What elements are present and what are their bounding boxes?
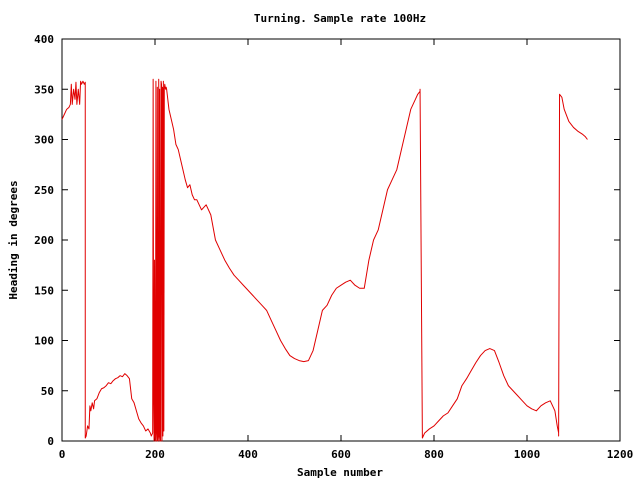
y-tick-label: 250 (34, 184, 54, 197)
plot-frame (61, 38, 621, 442)
y-tick-label: 0 (47, 435, 54, 448)
y-tick-label: 100 (34, 335, 54, 348)
x-axis: 0 200 400 600 800 1000 1200 (59, 39, 634, 461)
x-tick-label: 800 (424, 448, 444, 461)
x-tick-label: 0 (59, 448, 66, 461)
x-axis-label: Sample number (297, 466, 383, 479)
chart-title: Turning. Sample rate 100Hz (254, 12, 426, 25)
y-tick-label: 300 (34, 134, 54, 147)
y-tick-label: 400 (34, 33, 54, 46)
plot-border (61, 38, 621, 442)
x-tick-label: 600 (331, 448, 351, 461)
x-tick-label: 1200 (607, 448, 634, 461)
y-axis: 0 50 100 150 200 250 300 350 400 (34, 33, 620, 448)
y-axis-label: Heading in degrees (7, 180, 20, 299)
series-layer (61, 78, 588, 442)
x-tick-label: 200 (145, 448, 165, 461)
y-tick-label: 150 (34, 284, 54, 297)
series-line (61, 78, 588, 442)
y-tick-label: 50 (41, 385, 54, 398)
x-tick-label: 400 (238, 448, 258, 461)
x-tick-label: 1000 (514, 448, 541, 461)
y-tick-label: 200 (34, 234, 54, 247)
y-tick-label: 350 (34, 83, 54, 96)
